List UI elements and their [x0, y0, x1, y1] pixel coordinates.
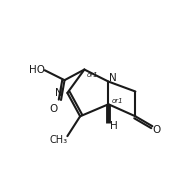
Text: CH₃: CH₃: [49, 135, 68, 145]
Text: N: N: [109, 73, 117, 83]
Text: O: O: [153, 125, 161, 135]
Text: N: N: [55, 88, 63, 98]
Text: H: H: [110, 121, 118, 131]
Text: HO: HO: [29, 65, 45, 75]
Text: or1: or1: [112, 98, 123, 104]
Text: O: O: [50, 104, 58, 114]
Text: or1: or1: [87, 72, 99, 79]
